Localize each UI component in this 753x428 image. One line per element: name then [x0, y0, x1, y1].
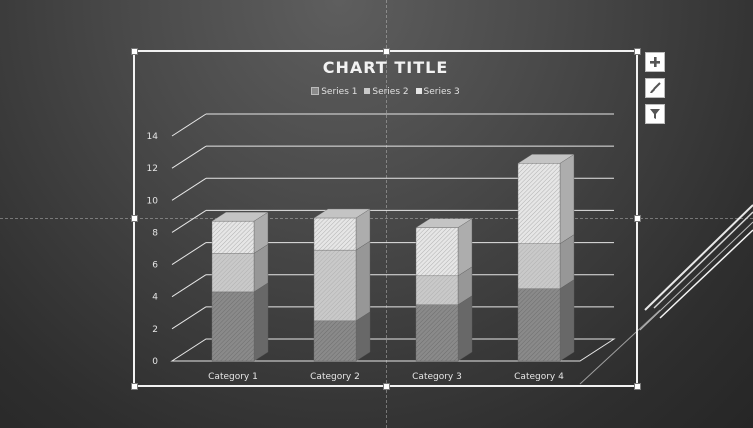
x-tick-label: Category 3: [412, 372, 462, 382]
y-tick-label: 2: [152, 325, 158, 335]
filter-icon: [650, 109, 660, 119]
y-tick-label: 0: [152, 357, 158, 367]
bar-segment-3: [517, 163, 561, 244]
y-tick-label: 12: [147, 164, 158, 174]
legend-label: Series 1: [321, 87, 358, 97]
gridline-depth: [171, 145, 207, 169]
y-tick-label: 14: [147, 132, 159, 142]
chart-styles-button[interactable]: [645, 78, 665, 98]
resize-handle-right[interactable]: [634, 215, 641, 222]
y-tick-label: 10: [147, 196, 159, 206]
chart-legend[interactable]: Series 1 Series 2 Series 3: [133, 86, 638, 97]
chart-filters-button[interactable]: [645, 104, 665, 124]
bar-segment-3: [313, 217, 357, 251]
bar-segment-3: [211, 220, 255, 254]
x-tick-label: Category 4: [514, 372, 564, 382]
resize-handle-bottom[interactable]: [383, 383, 390, 390]
bar-top: [211, 211, 269, 222]
resize-handle-top-right[interactable]: [634, 48, 641, 55]
gridline-depth: [171, 242, 207, 265]
bar-segment-2: [313, 249, 357, 322]
plus-icon: [650, 57, 660, 67]
chart-title[interactable]: CHART TITLE: [322, 58, 449, 77]
bar-segment-3: [415, 227, 459, 277]
vertical-smart-guide: [386, 0, 387, 428]
legend-item-series-2[interactable]: Series 2: [364, 87, 409, 97]
gridline-depth: [171, 210, 207, 233]
resize-handle-bottom-left[interactable]: [131, 383, 138, 390]
gridline-depth: [171, 177, 207, 201]
bar-segment-1: [415, 304, 459, 362]
gridline-depth: [171, 274, 207, 298]
horizontal-smart-guide: [0, 218, 753, 219]
legend-swatch-icon: [311, 86, 320, 95]
bar-segment-2: [415, 275, 459, 305]
bar-top: [517, 154, 575, 164]
y-tick-label: 4: [152, 293, 158, 303]
resize-handle-top-left[interactable]: [131, 48, 138, 55]
legend-label: Series 2: [372, 87, 409, 97]
legend-item-series-3[interactable]: Series 3: [415, 87, 460, 97]
bar-top: [415, 218, 473, 228]
resize-handle-bottom-right[interactable]: [634, 383, 641, 390]
bar-segment-2: [211, 253, 255, 293]
y-tick-label: 6: [152, 261, 158, 271]
bar-segment-1: [517, 288, 561, 362]
bar-top: [313, 208, 371, 219]
resize-handle-top[interactable]: [383, 48, 390, 55]
x-tick-label: Category 1: [208, 372, 258, 382]
bar-segment-2: [517, 243, 561, 289]
resize-handle-left[interactable]: [131, 215, 138, 222]
paintbrush-icon: [650, 82, 661, 93]
chart-selection-frame[interactable]: [133, 50, 638, 387]
bar-segment-1: [211, 291, 255, 362]
legend-swatch-icon: [364, 87, 371, 94]
gridline-depth: [171, 306, 207, 330]
chart-elements-button[interactable]: [645, 52, 665, 72]
gridline-depth: [171, 113, 207, 137]
y-tick-label: 8: [152, 228, 158, 238]
legend-label: Series 3: [423, 87, 460, 97]
legend-swatch-icon: [415, 87, 422, 94]
x-tick-label: Category 2: [310, 372, 360, 382]
bar-segment-1: [313, 320, 357, 362]
legend-item-series-1[interactable]: Series 1: [311, 86, 358, 97]
